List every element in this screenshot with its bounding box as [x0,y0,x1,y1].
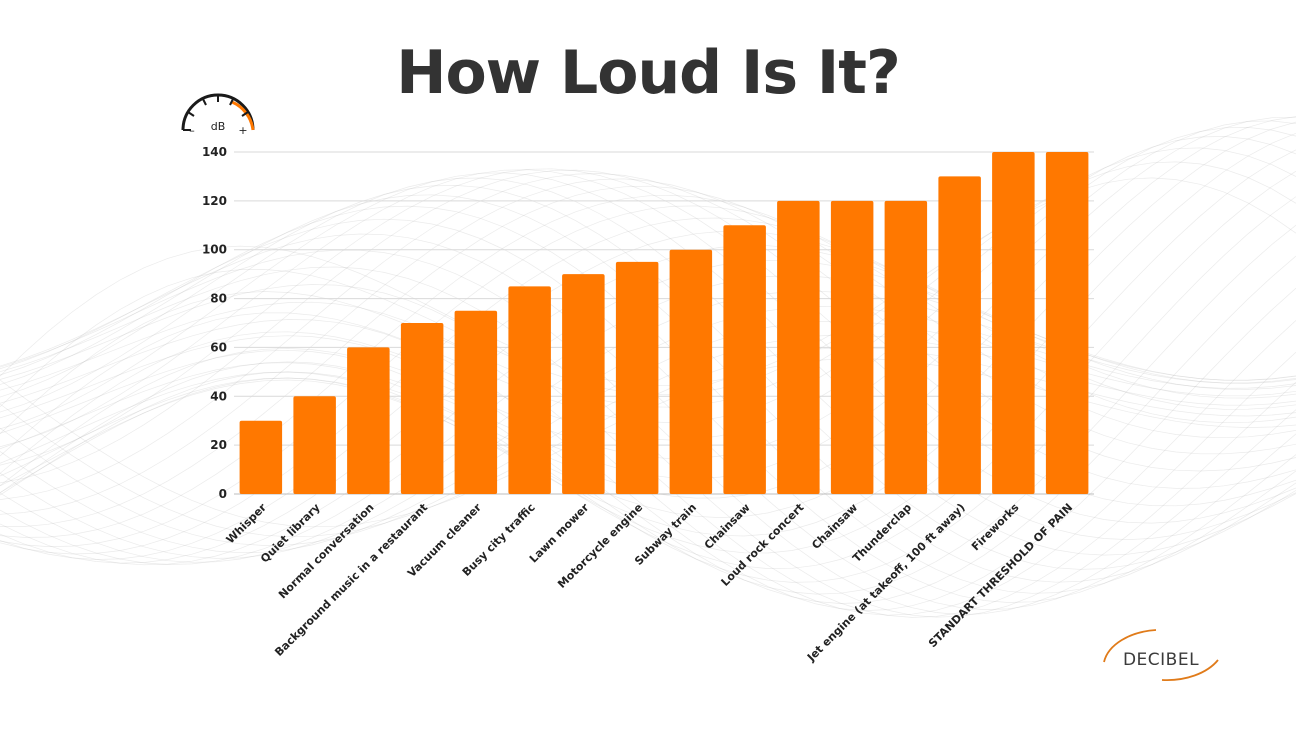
bar [615,261,659,494]
bar [830,200,874,494]
bar [239,420,283,494]
bar [293,396,336,494]
bar [723,225,766,495]
x-tick-label: Chainsaw [702,501,753,552]
page-title: How Loud Is It? [396,38,901,108]
logo-text: DECIBEL [1123,650,1199,670]
bar [1045,152,1089,494]
bar [562,274,605,494]
x-tick-label: Whisper [224,501,270,547]
gauge-unit: dB [211,120,226,133]
bar [508,286,551,494]
bars [239,152,1089,495]
bar [347,347,390,494]
y-tick-label: 120 [202,194,227,208]
bar [777,200,820,494]
bar [884,200,928,494]
y-tick-label: 80 [210,292,227,306]
y-tick-label: 0 [219,487,227,501]
y-axis: 0 20 40 60 80 100 120 140 [202,145,227,501]
y-tick-label: 100 [202,243,227,257]
bar [938,176,981,494]
bar [400,323,444,494]
gauge-plus: + [238,124,247,137]
gauge-icon: dB – + [181,93,255,137]
y-tick-label: 20 [210,438,227,452]
y-tick-label: 40 [210,389,227,403]
y-tick-label: 140 [202,145,227,159]
x-tick-label: Chainsaw [809,501,860,552]
y-tick-label: 60 [210,340,227,354]
bar [992,152,1035,494]
x-tick-label: Normal conversation [276,501,376,601]
bar [454,310,498,494]
bar [669,249,713,494]
decibel-logo: DECIBEL [1103,629,1219,682]
x-tick-label: Fireworks [969,501,1022,554]
gauge-minus: – [189,124,195,137]
